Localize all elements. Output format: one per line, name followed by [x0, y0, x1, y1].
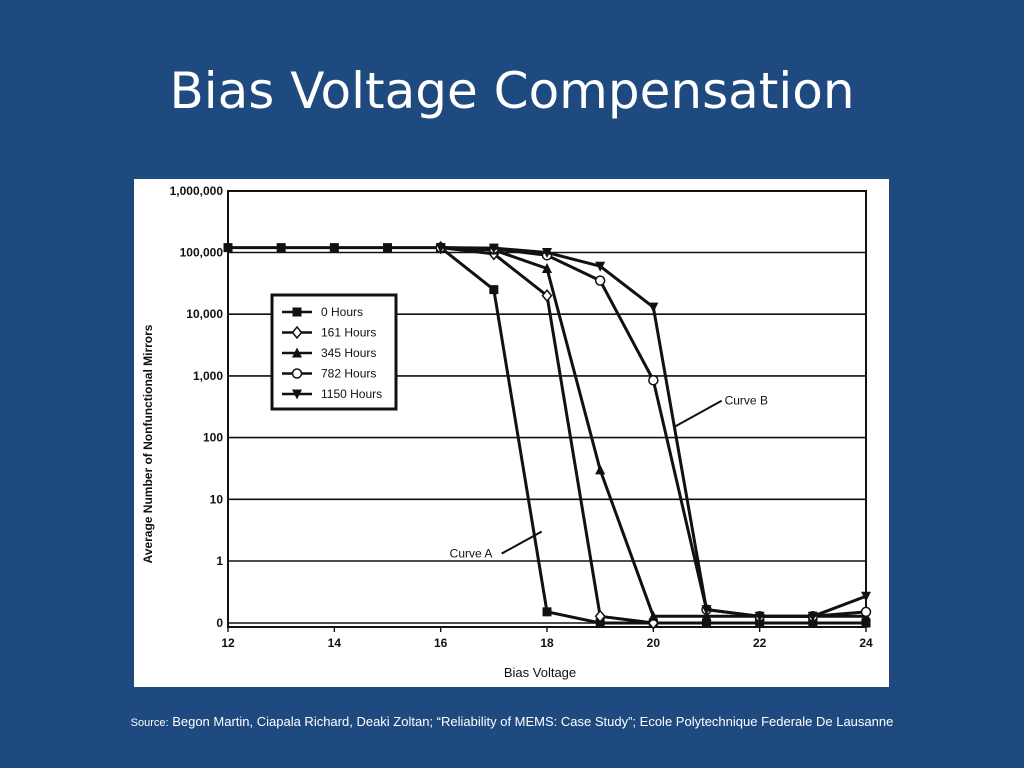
series-line: [440, 246, 654, 625]
legend-label: 782 Hours: [321, 367, 376, 381]
data-point: [542, 607, 552, 617]
series-layer: [223, 240, 872, 630]
legend-item: 345 Hours: [282, 346, 376, 360]
data-point: [701, 605, 712, 616]
x-axis-label: Bias Voltage: [504, 665, 576, 680]
legend-item: 1150 Hours: [282, 387, 382, 401]
y-tick-label: 1,000: [193, 369, 223, 383]
x-tick-label: 22: [753, 636, 767, 650]
data-point: [648, 375, 659, 386]
legend-label: 1150 Hours: [321, 387, 382, 401]
annotation-leader: [674, 399, 723, 428]
data-point: [595, 464, 606, 475]
slide-title: Bias Voltage Compensation: [169, 62, 855, 120]
source-prefix: Source:: [130, 717, 169, 729]
data-point: [489, 285, 499, 295]
legend-item: 0 Hours: [282, 305, 363, 319]
data-point: [541, 288, 553, 303]
x-tick-label: 20: [647, 636, 661, 650]
bias-voltage-chart: 0 1 10 100 1,000 10,000 100,000 1,000,000 12 14 16…: [141, 184, 873, 680]
data-point: [223, 243, 233, 253]
series-0: [223, 243, 871, 628]
legend-marker: [292, 389, 302, 400]
data-point: [542, 263, 552, 274]
data-point: [755, 618, 765, 628]
x-tick-label: 12: [221, 636, 235, 650]
legend-marker: [291, 368, 303, 379]
x-tick-label: 18: [540, 636, 554, 650]
data-point: [276, 243, 286, 253]
y-tick-label: 10,000: [186, 307, 223, 321]
data-point: [701, 610, 712, 621]
data-point: [594, 275, 606, 286]
data-point: [488, 243, 499, 254]
y-tick-label: 10: [210, 492, 224, 506]
data-point: [594, 609, 606, 623]
tick-layer: 0 1 10 100 1,000 10,000 100,000 1,000,000 12 14 16…: [170, 184, 873, 650]
data-point: [860, 606, 872, 618]
series-2: [435, 242, 871, 621]
data-point: [595, 261, 606, 272]
y-tick-label: 1: [216, 554, 223, 568]
legend-marker: [292, 307, 302, 317]
x-tick-label: 16: [434, 636, 448, 650]
annotation-label: Curve B: [725, 394, 768, 408]
series-3: [435, 242, 872, 622]
annotation-label: Curve A: [450, 547, 493, 561]
y-tick-label: 100,000: [180, 246, 224, 260]
data-point: [702, 618, 711, 628]
y-tick-label: 0: [216, 616, 223, 630]
source-text: Begon Martin, Ciapala Richard, Deaki Zol…: [168, 714, 894, 729]
data-point: [383, 243, 392, 253]
data-point: [861, 591, 871, 602]
legend-item: 161 Hours: [282, 326, 376, 340]
data-point: [648, 302, 659, 313]
source-citation: Source: Begon Martin, Ciapala Richard, D…: [0, 714, 1024, 729]
x-tick-label: 24: [859, 636, 873, 650]
data-point: [807, 611, 818, 622]
series-1: [435, 240, 659, 630]
data-point: [808, 618, 818, 628]
legend-item: 782 Hours: [282, 367, 376, 381]
data-point: [861, 618, 871, 628]
y-tick-label: 1,000,000: [170, 184, 224, 198]
legend-label: 345 Hours: [321, 346, 376, 360]
legend-marker: [291, 325, 303, 340]
annotation-layer: Curve A Curve B: [450, 394, 768, 561]
chart-legend: 0 Hours 161 Hours 345 Hours 782 Hours 1150 H…: [270, 293, 398, 411]
legend-label: 0 Hours: [321, 305, 363, 319]
data-point: [435, 243, 446, 254]
data-point: [648, 610, 659, 621]
legend-marker: [292, 347, 302, 358]
series-4: [435, 243, 871, 622]
data-point: [754, 611, 765, 622]
data-point: [542, 248, 552, 258]
y-axis-label: Average Number of Nonfunctional Mirrors: [141, 324, 155, 563]
chart-panel: 0 1 10 100 1,000 10,000 100,000 1,000,000 12 14 16…: [134, 179, 889, 687]
annotation-leader: [501, 530, 543, 555]
legend-label: 161 Hours: [321, 326, 376, 340]
data-point: [595, 618, 605, 628]
data-point: [329, 243, 339, 253]
y-tick-label: 100: [203, 431, 223, 445]
x-tick-label: 14: [328, 636, 342, 650]
